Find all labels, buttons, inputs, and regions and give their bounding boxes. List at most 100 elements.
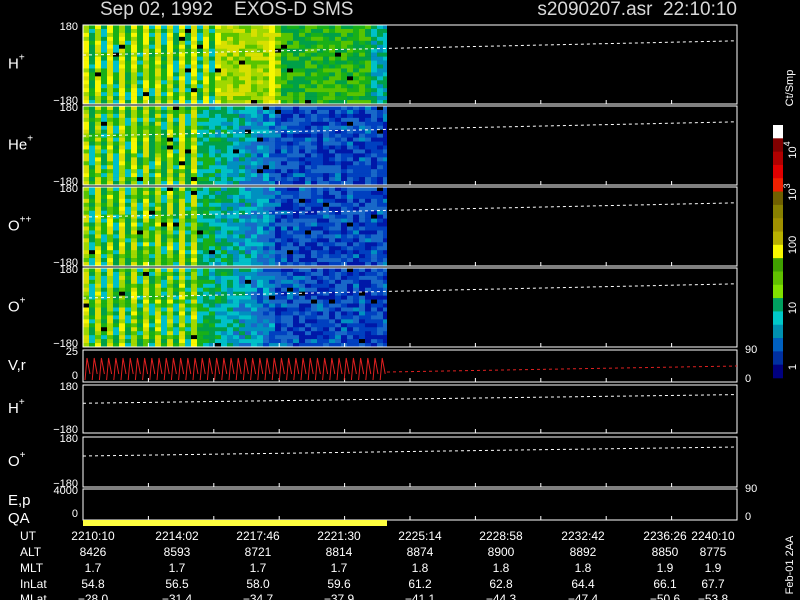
spectrogram-cell — [263, 202, 269, 208]
spectrogram-cell — [119, 25, 125, 30]
spectrogram-cell — [365, 339, 371, 344]
spectrogram-cell — [203, 137, 209, 142]
spectrogram-cell — [107, 238, 113, 243]
spectrogram-cell — [215, 56, 221, 61]
spectrogram-cell — [269, 149, 275, 154]
spectrogram-cell — [161, 149, 167, 154]
spectrogram-cell — [185, 331, 191, 336]
spectrogram-cell — [347, 106, 353, 111]
spectrogram-cell — [227, 137, 233, 142]
spectrogram-cell — [101, 218, 107, 223]
spectrogram-cell — [383, 60, 387, 65]
spectrogram-cell — [341, 198, 347, 204]
spectrogram-cell — [185, 36, 191, 42]
spectrogram-cell — [197, 279, 203, 285]
spectrogram-cell — [131, 36, 137, 42]
spectrogram-cell — [287, 222, 293, 227]
spectrogram-cell — [263, 106, 269, 111]
spectrogram-cell — [137, 218, 143, 223]
spectrogram-cell — [131, 250, 137, 255]
spectrogram-cell — [203, 56, 209, 61]
spectrogram-cell — [113, 323, 119, 328]
spectrogram-cell — [263, 194, 269, 200]
spectrogram-cell — [101, 303, 107, 308]
spectrogram-cell — [173, 165, 179, 170]
spectrogram-cell — [341, 187, 347, 192]
spectrogram-cell — [377, 145, 383, 150]
spectrogram-cell — [119, 84, 125, 89]
spectrogram-cell — [221, 177, 227, 182]
spectrogram-cell — [179, 222, 185, 227]
spectrogram-cell — [221, 250, 227, 255]
spectrogram-cell — [353, 234, 359, 239]
spectrogram-cell — [275, 234, 281, 239]
spectrogram-cell — [257, 246, 263, 251]
cell: 59.6 — [327, 577, 351, 591]
spectrogram-cell — [137, 80, 143, 85]
spectrogram-cell — [383, 303, 387, 308]
spectrogram-cell — [269, 339, 275, 344]
spectrogram-cell — [347, 60, 353, 65]
spectrogram-cell — [269, 32, 275, 38]
spectrogram-cell — [89, 295, 95, 300]
spectrogram-cell — [173, 287, 179, 292]
spectrogram-cell — [317, 52, 323, 57]
spectrogram-cell — [143, 250, 149, 255]
spectrogram-cell — [359, 202, 365, 208]
spectrogram-cell — [257, 194, 263, 200]
spectrogram-cell — [179, 157, 185, 162]
spectrogram-cell — [317, 275, 323, 281]
spectrogram-cell — [329, 299, 335, 304]
spectrogram-cell — [275, 96, 281, 101]
spectrogram-cell — [269, 279, 275, 285]
spectrogram-cell — [221, 291, 227, 296]
spectrogram-cell — [251, 60, 257, 65]
cell: 2236:26 — [643, 529, 687, 543]
spectrogram-cell — [311, 80, 317, 85]
spectrogram-cell — [293, 48, 299, 53]
spectrogram-cell — [251, 125, 257, 130]
spectrogram-cell — [119, 254, 125, 259]
spectrogram-cell — [95, 271, 101, 277]
spectrogram-cell — [293, 339, 299, 344]
spectrogram-cell — [257, 254, 263, 259]
spectrogram-cell — [215, 238, 221, 243]
spectrogram-cell — [293, 295, 299, 300]
spectrogram-cell — [359, 335, 365, 340]
spectrogram-cell — [125, 100, 131, 105]
spectrogram-cell — [305, 44, 311, 49]
spectrogram-cell — [329, 303, 335, 308]
spectrogram-cell — [203, 283, 209, 289]
spectrogram-cell — [365, 291, 371, 296]
spectrogram-cell — [107, 109, 113, 115]
spectrogram-cell — [299, 44, 305, 49]
spectrogram-cell — [89, 246, 95, 251]
spectrogram-cell — [269, 295, 275, 300]
spectrogram-cell — [323, 303, 329, 308]
spectrogram-cell — [143, 299, 149, 304]
spectrogram-cell — [365, 315, 371, 320]
spectrogram-cell — [131, 157, 137, 162]
spectrogram-cell — [335, 129, 341, 134]
spectrogram-cell — [197, 129, 203, 134]
cell: 66.1 — [653, 577, 677, 591]
spectrogram-cell — [107, 206, 113, 211]
spectrogram-cell — [371, 315, 377, 320]
spectrogram-cell — [305, 121, 311, 127]
spectrogram-cell — [323, 64, 329, 69]
spectrogram-cell — [245, 125, 251, 130]
spectrogram-cell — [371, 80, 377, 85]
spectrogram-cell — [185, 157, 191, 162]
spectrogram-cell — [101, 28, 107, 34]
spectrogram-cell — [155, 299, 161, 304]
spectrogram-cell — [365, 52, 371, 57]
spectrogram-cell — [173, 25, 179, 30]
colorbar-tick-exp: 3 — [782, 183, 792, 188]
spectrogram-cell — [95, 242, 101, 247]
spectrogram-cell — [371, 40, 377, 46]
spectrogram-cell — [143, 295, 149, 300]
spectrogram-cell — [263, 254, 269, 259]
spectrogram-cell — [173, 153, 179, 158]
spectrogram-cell — [143, 339, 149, 344]
spectrogram-cell — [335, 311, 341, 316]
